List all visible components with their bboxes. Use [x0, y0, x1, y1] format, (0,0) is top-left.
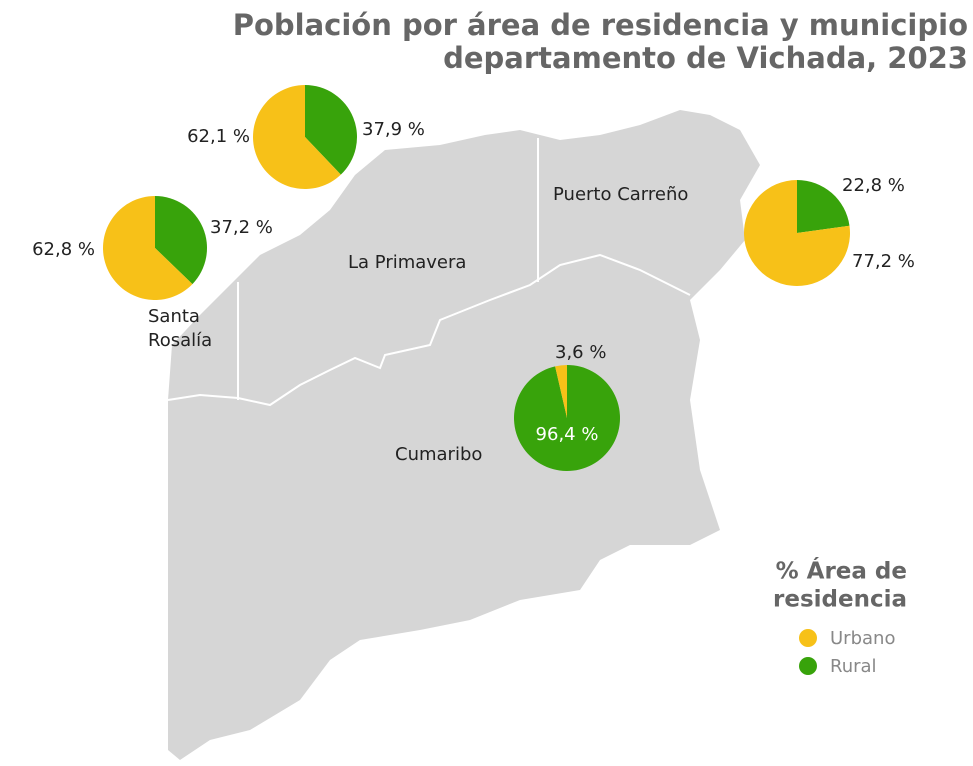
- pie-slice: [513, 365, 620, 471]
- legend-swatch: [799, 629, 817, 647]
- department-shape: [168, 110, 760, 760]
- pie-slice: [155, 196, 208, 285]
- value-label: 62,8 %: [32, 239, 95, 260]
- value-label: 3,6 %: [555, 342, 606, 363]
- value-label: 77,2 %: [852, 251, 915, 272]
- pie-slice: [744, 180, 850, 286]
- municipality-name: Cumaribo: [395, 444, 482, 465]
- legend-swatch: [799, 657, 817, 675]
- value-label: 96,4 %: [536, 424, 599, 445]
- title: Población por área de residencia y munic…: [233, 8, 968, 42]
- pie-slice: [797, 180, 850, 233]
- pie-slice: [253, 85, 341, 190]
- municipal-borders: [167, 138, 691, 407]
- pie-slice: [555, 365, 567, 418]
- legend-label: Rural: [830, 656, 877, 677]
- municipality-name: Puerto Carreño: [553, 184, 688, 205]
- municipality-name: La Primavera: [348, 252, 466, 273]
- value-label: 62,1 %: [187, 126, 250, 147]
- legend-label: Urbano: [830, 628, 895, 649]
- value-label: 37,2 %: [210, 217, 273, 238]
- municipality-name: Rosalía: [148, 330, 212, 351]
- municipality-name: Santa: [148, 306, 200, 327]
- pie-slice: [305, 85, 357, 175]
- legend-title: residencia: [773, 587, 907, 613]
- title: departamento de Vichada, 2023: [443, 41, 968, 75]
- value-label: 37,9 %: [362, 119, 425, 140]
- pie-slice: [103, 196, 193, 300]
- value-label: 22,8 %: [842, 175, 905, 196]
- legend-title: % Área de: [776, 557, 907, 585]
